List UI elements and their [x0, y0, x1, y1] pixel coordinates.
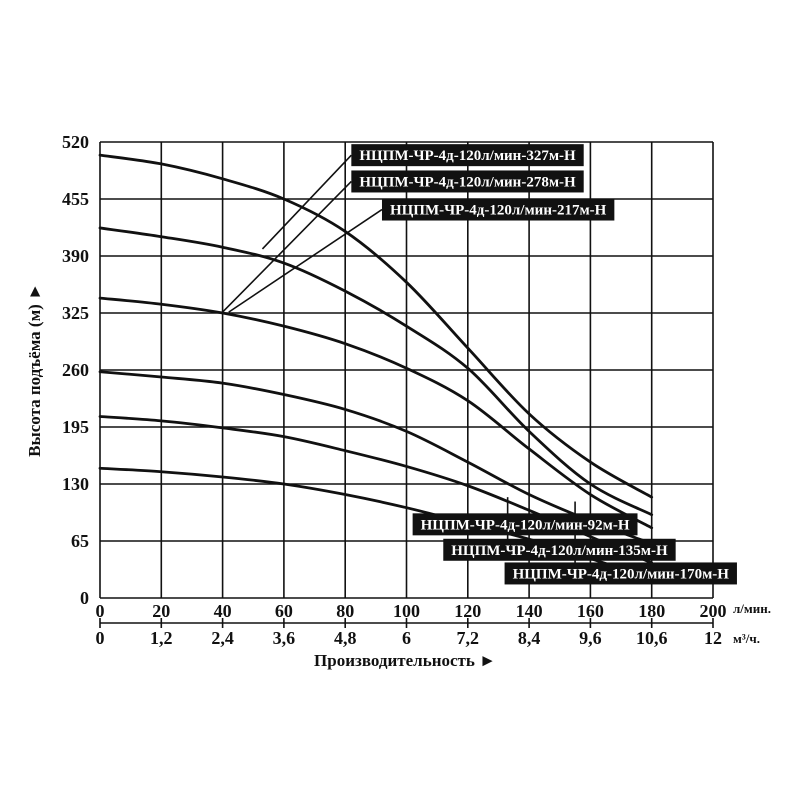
- y-tick-label: 130: [62, 474, 89, 494]
- y-tick-label: 195: [62, 417, 89, 437]
- x-tick-label: 160: [577, 601, 604, 621]
- x-secondary-tick-label: 6: [402, 628, 411, 648]
- x-secondary-tick-label: 1,2: [150, 628, 173, 648]
- x-tick-labels-primary: 0 20 40 60 80 100 120 140 160 180 200: [96, 601, 727, 621]
- series-label: НЦПМ-ЧР-4д-120л/мин-217м-Н: [390, 203, 607, 219]
- x-tick-label: 100: [393, 601, 420, 621]
- x-tick-label: 200: [700, 601, 727, 621]
- y-tick-label: 65: [71, 531, 89, 551]
- y-tick-label: 0: [80, 588, 89, 608]
- series-line: [98, 153, 654, 499]
- x-secondary-tick-label: 12: [704, 628, 722, 648]
- x-unit-primary: л/мин.: [733, 601, 771, 616]
- series-label-box: [412, 513, 638, 536]
- y-tick-labels: 0 65 130 195 260 325 390 455 520: [62, 132, 89, 608]
- label-leader-line: [222, 180, 352, 313]
- series-label-box: [351, 170, 584, 193]
- series-label-box: [351, 144, 584, 167]
- y-tick-label: 260: [62, 360, 89, 380]
- x-secondary-tick-label: 0: [96, 628, 105, 648]
- x-tick-label: 140: [516, 601, 543, 621]
- label-leader-line: [228, 208, 383, 313]
- x-tick-label: 0: [96, 601, 105, 621]
- y-axis-title: Высота подъёма (м) ►: [25, 283, 44, 457]
- x-tick-label: 60: [275, 601, 293, 621]
- x-axis-title: Производительность ►: [314, 651, 496, 670]
- x-secondary-tick-label: 2,4: [211, 628, 234, 648]
- series-label: НЦПМ-ЧР-4д-120л/мин-135м-Н: [451, 543, 668, 559]
- series-labels: НЦПМ-ЧР-4д-120л/мин-327м-Н НЦПМ-ЧР-4д-120…: [351, 144, 737, 585]
- x-secondary-tick-label: 4,8: [334, 628, 357, 648]
- x-unit-secondary: м³/ч.: [733, 631, 760, 646]
- x-tick-label: 180: [638, 601, 665, 621]
- x-tick-label: 40: [214, 601, 232, 621]
- series-label: НЦПМ-ЧР-4д-120л/мин-327м-Н: [359, 148, 576, 164]
- x-secondary-tick-label: 3,6: [273, 628, 296, 648]
- series-line: [98, 370, 654, 546]
- x-secondary-tick-label: 8,4: [518, 628, 541, 648]
- x-secondary-tick-label: 10,6: [636, 628, 668, 648]
- series-line: [98, 296, 654, 530]
- series-label-box: [504, 562, 737, 585]
- series-label-box: [443, 538, 676, 561]
- y-tick-label: 325: [62, 303, 89, 323]
- series-line: [98, 226, 654, 517]
- x-secondary-tick-label: 7,2: [457, 628, 480, 648]
- series-label: НЦПМ-ЧР-4д-120л/мин-278м-Н: [359, 174, 576, 190]
- x-tick-label: 80: [336, 601, 354, 621]
- x-tick-labels-secondary: 0 1,2 2,4 3,6 4,8 6 7,2 8,4 9,6 10,6 12: [96, 628, 723, 648]
- x-secondary-tick-label: 9,6: [579, 628, 602, 648]
- y-tick-label: 455: [62, 189, 89, 209]
- series-label: НЦПМ-ЧР-4д-120л/мин-170м-Н: [513, 566, 730, 582]
- x-tick-label: 120: [454, 601, 481, 621]
- label-leader-line: [261, 154, 352, 250]
- y-tick-label: 390: [62, 246, 89, 266]
- y-tick-label: 520: [62, 132, 89, 152]
- x-tick-label: 20: [152, 601, 170, 621]
- series-label-box: [381, 198, 615, 221]
- series-label: НЦПМ-ЧР-4д-120л/мин-92м-Н: [421, 517, 630, 533]
